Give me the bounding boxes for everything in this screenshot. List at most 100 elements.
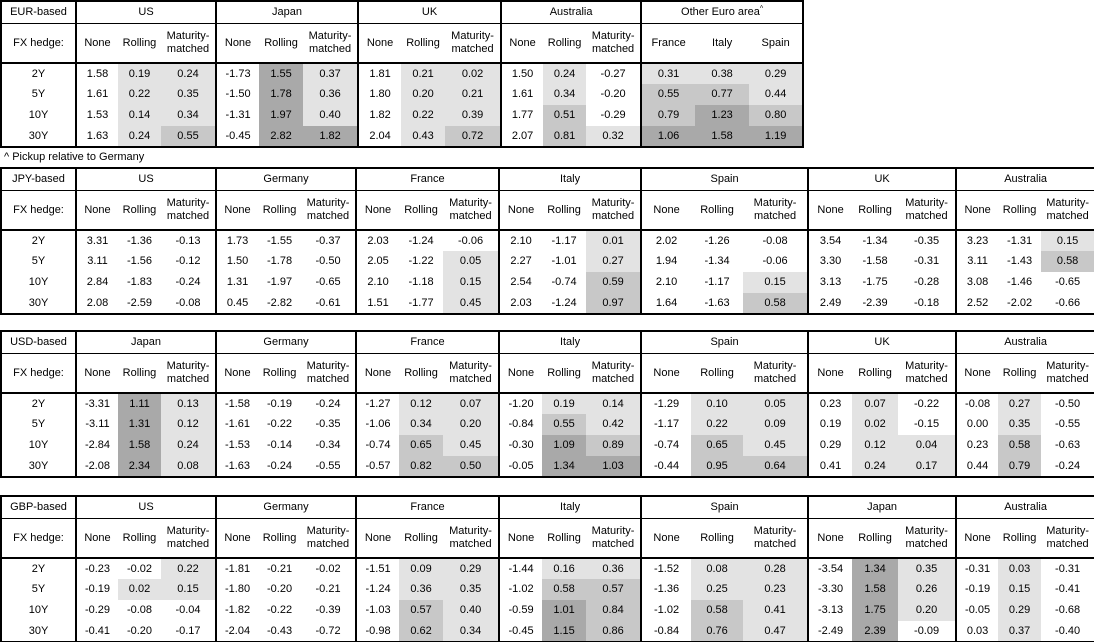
value-cell: 2.03 — [498, 293, 543, 314]
value-cell: 1.31 — [215, 272, 259, 293]
country-header: Japan — [74, 331, 217, 354]
value-cell: -1.17 — [551, 234, 577, 247]
value-cell: -0.20 — [266, 583, 293, 596]
value-cell: -0.28 — [914, 276, 940, 289]
value-cell: -1.53 — [215, 435, 259, 456]
value-cell: 1.75 — [852, 600, 899, 621]
country-header: UK — [807, 331, 957, 354]
value-cell: 0.95 — [691, 456, 744, 477]
country-header: Italy — [498, 496, 642, 519]
value-cell: 0.15 — [743, 272, 809, 293]
value-cell: 1.34 — [852, 558, 899, 579]
tenor-row: 2Y -0.23 -0.02 0.22 -1.81 -0.21 -0.02 -1.51 0.09… — [1, 558, 1094, 579]
hedge-type-header: None — [355, 518, 400, 559]
value-cell: -0.04 — [175, 604, 201, 617]
value-cell: 0.36 — [303, 84, 359, 105]
value-cell: -3.31 — [75, 393, 118, 414]
value-cell: 0.65 — [691, 435, 744, 456]
footnote-pickup-germany: ^ Pickup relative to Germany — [4, 151, 145, 163]
value-cell: -0.98 — [355, 621, 400, 642]
country-header: Australia — [955, 496, 1094, 519]
value-cell: 0.36 — [586, 558, 642, 579]
value-cell: 0.22 — [118, 84, 161, 105]
hedge-type-header: Maturity-matched — [301, 518, 357, 559]
value-cell: 0.44 — [749, 84, 804, 105]
value-cell: 2.84 — [75, 272, 118, 293]
value-cell: 0.01 — [586, 230, 642, 251]
hedge-type-header: Maturity-matched — [443, 353, 500, 394]
hedge-type-header: None — [640, 353, 692, 394]
hedge-type-header: None — [955, 190, 999, 231]
value-cell: 0.12 — [161, 414, 217, 435]
value-cell: -1.34 — [862, 234, 888, 247]
value-cell: -0.21 — [315, 583, 341, 596]
value-cell: 0.34 — [399, 414, 444, 435]
value-cell: 0.07 — [443, 393, 500, 414]
value-cell: 2.03 — [355, 230, 400, 251]
tenor-row: 5Y 1.61 0.22 0.35 -1.50 1.78 0.36 1.80 0.20 0.21 1… — [1, 84, 804, 105]
value-cell: 0.15 — [443, 272, 500, 293]
fx-hedge-label: FX hedge: — [1, 23, 77, 64]
value-cell: -0.65 — [1055, 276, 1081, 289]
hedge-type-header: None — [75, 518, 118, 559]
value-cell: -2.02 — [1007, 296, 1033, 309]
value-cell: 1.51 — [355, 293, 400, 314]
value-cell: -1.44 — [498, 558, 543, 579]
hedge-type-header: Maturity-matched — [445, 23, 502, 64]
country-header: France — [355, 496, 500, 519]
value-cell: 3.54 — [807, 230, 853, 251]
value-cell: -2.04 — [215, 621, 259, 642]
fx-hedge-label: FX hedge: — [1, 518, 77, 559]
value-cell: -0.31 — [914, 255, 940, 268]
value-cell: 0.03 — [998, 558, 1042, 579]
value-cell: 0.35 — [161, 84, 217, 105]
eur-hedge-table: EUR-based US Japan UK Australia Other Euro ar… — [0, 0, 805, 148]
value-cell: 0.22 — [161, 558, 217, 579]
tenor-label: 2Y — [1, 63, 77, 84]
value-cell: 0.40 — [443, 600, 500, 621]
value-cell: 0.28 — [743, 558, 809, 579]
value-cell: -0.41 — [1055, 583, 1081, 596]
country-header: Australia — [955, 331, 1094, 354]
value-cell: 0.55 — [640, 84, 696, 105]
hedge-type-header: None — [355, 353, 400, 394]
value-cell: -0.20 — [600, 88, 626, 101]
usd-hedge-table: USD-based Japan Germany France Italy Spain UK A… — [0, 330, 1094, 478]
value-cell: -1.17 — [704, 276, 730, 289]
value-cell: -0.31 — [955, 558, 999, 579]
tenor-row: 30Y 1.63 0.24 0.55 -0.45 2.82 1.82 2.04 0.43 0.72… — [1, 126, 804, 147]
value-cell: 1.81 — [357, 63, 402, 84]
value-cell: 1.19 — [749, 126, 804, 147]
hedge-type-header: None — [215, 353, 259, 394]
value-cell: 0.05 — [443, 251, 500, 272]
base-currency-label: JPY-based — [1, 168, 77, 191]
hedge-type-header: Maturity-matched — [586, 353, 642, 394]
hedge-type-header: Rolling — [691, 353, 744, 394]
hedge-type-header: Maturity-matched — [586, 190, 642, 231]
hedge-type-header: Rolling — [259, 23, 304, 64]
value-cell: 1.61 — [500, 84, 544, 105]
value-cell: 0.24 — [118, 126, 161, 147]
hedge-type-header: None — [807, 353, 853, 394]
value-cell: 2.39 — [852, 621, 899, 642]
value-cell: 2.54 — [498, 272, 543, 293]
value-cell: 0.45 — [743, 435, 809, 456]
value-cell: 2.08 — [75, 293, 118, 314]
tenor-label: 5Y — [1, 251, 77, 272]
value-cell: -1.24 — [355, 579, 400, 600]
value-cell: 0.00 — [955, 414, 999, 435]
value-cell: 1.50 — [215, 251, 259, 272]
value-cell: 0.20 — [443, 414, 500, 435]
value-cell: 2.34 — [118, 456, 161, 477]
value-cell: 1.64 — [640, 293, 692, 314]
value-cell: -0.35 — [914, 234, 940, 247]
value-cell: 3.31 — [75, 230, 118, 251]
hedge-type-header: Rolling — [998, 518, 1042, 559]
tenor-row: 5Y -3.11 1.31 0.12 -1.61 -0.22 -0.35 -1.06 0.34 0… — [1, 414, 1094, 435]
value-cell: -0.15 — [914, 418, 940, 431]
hedge-type-header: None — [640, 518, 692, 559]
value-cell: 0.37 — [303, 63, 359, 84]
country-header: UK — [807, 168, 957, 191]
hedge-type-header: Maturity-matched — [301, 190, 357, 231]
tenor-label: 10Y — [1, 600, 77, 621]
